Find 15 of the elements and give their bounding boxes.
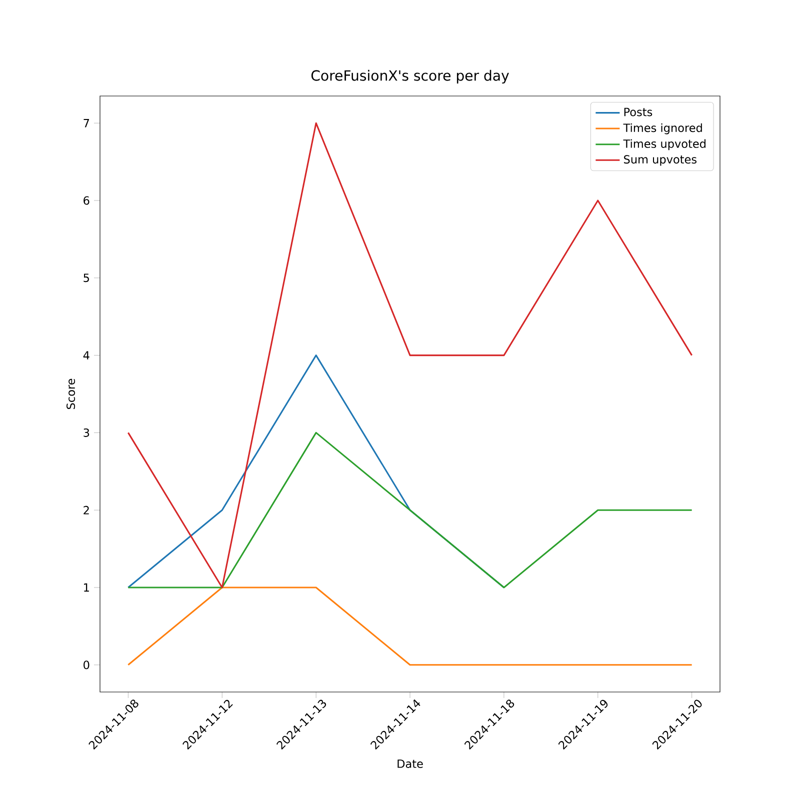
legend-label: Posts — [624, 108, 652, 116]
x-axis-title: Date — [398, 760, 423, 768]
y-tick-label: 0 — [84, 660, 90, 670]
y-tick-label: 4 — [83, 351, 90, 360]
legend-label: Times ignored — [623, 123, 702, 134]
chart-title: CoreFusionX's score per day — [311, 70, 509, 84]
y-tick-label: 1 — [84, 583, 89, 592]
y-tick-label: 3 — [84, 428, 90, 437]
y-tick-label: 7 — [84, 118, 90, 128]
y-axis-title: Score — [66, 378, 76, 410]
legend-label: Times upvoted — [623, 139, 706, 150]
y-tick-label: 5 — [84, 274, 89, 282]
legend-label: Sum upvotes — [624, 155, 697, 166]
y-tick-label: 2 — [84, 506, 89, 514]
y-tick-label: 6 — [84, 196, 90, 205]
